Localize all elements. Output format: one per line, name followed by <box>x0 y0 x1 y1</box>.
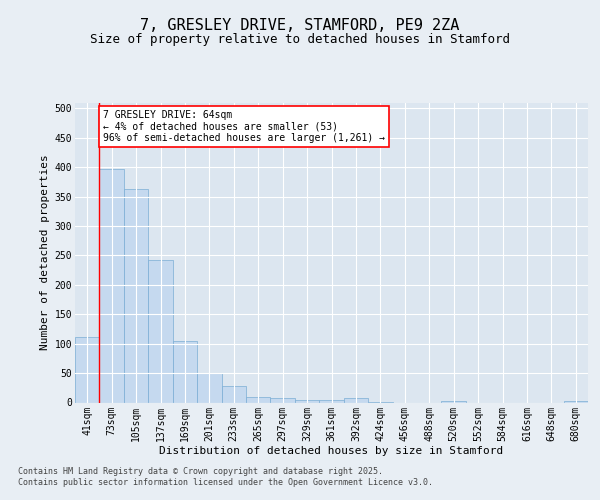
Bar <box>173 342 197 402</box>
Bar <box>197 373 221 402</box>
Text: Contains HM Land Registry data © Crown copyright and database right 2025.
Contai: Contains HM Land Registry data © Crown c… <box>18 468 433 487</box>
Bar <box>124 189 148 402</box>
Text: 7, GRESLEY DRIVE, STAMFORD, PE9 2ZA: 7, GRESLEY DRIVE, STAMFORD, PE9 2ZA <box>140 18 460 32</box>
Bar <box>100 169 124 402</box>
Bar <box>295 400 319 402</box>
Y-axis label: Number of detached properties: Number of detached properties <box>40 154 50 350</box>
Bar <box>319 400 344 402</box>
Bar <box>271 398 295 402</box>
Text: 7 GRESLEY DRIVE: 64sqm
← 4% of detached houses are smaller (53)
96% of semi-deta: 7 GRESLEY DRIVE: 64sqm ← 4% of detached … <box>103 110 385 144</box>
Bar <box>344 398 368 402</box>
Bar <box>246 397 271 402</box>
Bar <box>148 260 173 402</box>
Text: Size of property relative to detached houses in Stamford: Size of property relative to detached ho… <box>90 32 510 46</box>
Bar <box>563 400 588 402</box>
X-axis label: Distribution of detached houses by size in Stamford: Distribution of detached houses by size … <box>160 446 503 456</box>
Bar <box>221 386 246 402</box>
Bar <box>75 337 100 402</box>
